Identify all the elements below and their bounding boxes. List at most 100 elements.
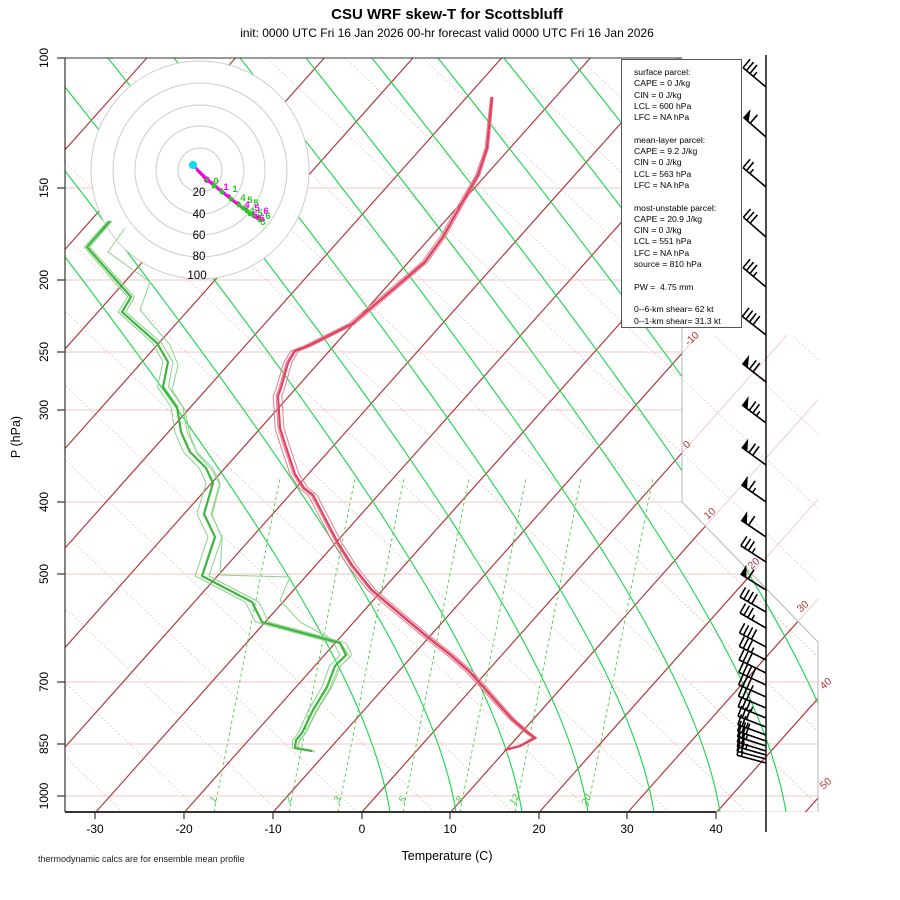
dry-adiabat-line bbox=[266, 58, 818, 812]
hodograph-ring-label: 100 bbox=[187, 270, 206, 282]
hodograph-height-label: 0 bbox=[213, 176, 218, 187]
moist-adiabat-line bbox=[371, 58, 818, 812]
wind-barb-staff bbox=[737, 735, 767, 747]
wind-barb-feather bbox=[745, 310, 754, 320]
wind-barb bbox=[738, 636, 767, 661]
isotherm-pale-line bbox=[682, 335, 788, 454]
temperature-tick-label: -30 bbox=[86, 822, 104, 836]
wind-barb-feather bbox=[748, 443, 757, 454]
hodograph-height-dot bbox=[257, 217, 263, 223]
temperature-member-line bbox=[272, 96, 534, 751]
wind-barb-feather bbox=[745, 723, 751, 735]
info-box-line: LCL = 600 hPa bbox=[634, 100, 692, 111]
hodograph-height-label: 6 bbox=[265, 211, 270, 222]
wind-barb-feather bbox=[743, 538, 752, 549]
wind-barb-feather bbox=[738, 662, 745, 673]
info-box-line: 0--6-km shear= 62 kt bbox=[634, 304, 714, 315]
wind-barb-pennant bbox=[742, 396, 749, 410]
info-box-line: CAPE = 20.9 J/kg bbox=[634, 213, 703, 224]
info-box-line: CAPE = 9.2 J/kg bbox=[634, 146, 698, 157]
temperature-tick-label: -10 bbox=[264, 822, 282, 836]
wind-barb-feather bbox=[747, 569, 755, 580]
wind-barb-half-feather bbox=[752, 71, 758, 77]
wind-barb-feather bbox=[742, 258, 751, 269]
temperature-tick-label: 0 bbox=[359, 822, 366, 836]
wind-barb-feather bbox=[752, 445, 760, 456]
hodograph-height-label: 4 bbox=[249, 206, 255, 217]
wind-barb-half-feather bbox=[745, 734, 749, 740]
wind-barb-half-feather bbox=[752, 271, 758, 277]
hodograph-height-dot bbox=[219, 189, 225, 195]
wind-barb bbox=[736, 720, 767, 742]
temperature-member-line bbox=[281, 96, 538, 751]
wind-barb-half-feather bbox=[750, 684, 754, 691]
mixing-ratio-label: 1 bbox=[208, 795, 220, 805]
hodograph-height-label: 6 bbox=[263, 206, 268, 217]
pressure-tick-label: 200 bbox=[37, 270, 51, 290]
wind-barb-feather bbox=[736, 735, 741, 747]
wind-barb bbox=[742, 158, 767, 188]
pressure-tick-label: 1000 bbox=[37, 782, 51, 809]
wind-barb-half-feather bbox=[751, 614, 756, 621]
wind-barb bbox=[741, 354, 767, 383]
wind-barb-staff bbox=[742, 116, 767, 138]
temperature-tick-label: -20 bbox=[175, 822, 193, 836]
pressure-tick-label: 500 bbox=[37, 564, 51, 584]
wind-barb-feather bbox=[747, 607, 755, 618]
wind-barb-feather bbox=[741, 697, 748, 709]
wind-barb-feather bbox=[742, 638, 749, 649]
wind-barb-feather bbox=[736, 726, 742, 737]
wind-barb bbox=[741, 307, 767, 336]
moist-adiabat-line bbox=[65, 58, 391, 812]
wind-barb-pennant bbox=[742, 354, 750, 368]
temperature-tick-label: 10 bbox=[443, 822, 457, 836]
wind-barb-feather bbox=[752, 403, 761, 414]
wind-barb-feather bbox=[736, 720, 742, 732]
wind-barb-feather bbox=[748, 312, 757, 323]
hodograph-ring-label: 40 bbox=[193, 209, 206, 221]
wind-barb-staff bbox=[741, 446, 767, 466]
wind-barb-staff bbox=[737, 706, 767, 719]
temperature-tick-label: 20 bbox=[532, 822, 546, 836]
hodograph-height-label: 5 bbox=[252, 210, 258, 221]
info-box-line bbox=[634, 123, 737, 134]
wind-barb-feather bbox=[740, 727, 746, 739]
info-box-line: LFC = NA hPa bbox=[634, 247, 690, 258]
wind-barb bbox=[740, 564, 767, 591]
wind-barb-feather bbox=[745, 689, 752, 701]
isotherm-pale-line bbox=[682, 399, 818, 554]
mixing-ratio-line bbox=[514, 477, 582, 812]
wind-barb-feather bbox=[737, 685, 744, 697]
wind-barb-staff bbox=[738, 671, 767, 686]
wind-barb-feather bbox=[746, 665, 753, 677]
wind-barb-half-feather bbox=[755, 410, 761, 417]
dewpoint-profile-line bbox=[85, 220, 348, 753]
wind-barb-feather bbox=[740, 535, 748, 547]
wind-barb-feather bbox=[749, 264, 758, 275]
moist-adiabat-line bbox=[173, 58, 655, 812]
mixing-ratio-label: 20 bbox=[579, 792, 594, 808]
wind-barb-feather bbox=[740, 737, 746, 749]
isotherm-line bbox=[65, 58, 680, 812]
mixing-ratio-label: 3 bbox=[332, 794, 345, 804]
hodograph-ring-label: 60 bbox=[193, 230, 206, 242]
info-box-line: LFC = NA hPa bbox=[634, 112, 690, 123]
wind-barb-staff bbox=[740, 573, 767, 591]
wind-barb bbox=[740, 535, 767, 563]
hodograph-height-label: 5 bbox=[247, 195, 253, 206]
hodograph-ring bbox=[155, 125, 245, 215]
wind-barb-staff bbox=[738, 645, 767, 661]
wind-barb-feather bbox=[749, 64, 758, 75]
info-box-line: CIN = 0 J/kg bbox=[634, 225, 682, 236]
wind-barb-feather bbox=[739, 587, 747, 598]
hodograph-height-label: 5 bbox=[254, 203, 260, 214]
wind-barb-half-feather bbox=[745, 722, 749, 729]
wind-barb-feather bbox=[741, 707, 747, 719]
info-box-line: most-unstable parcel: bbox=[634, 202, 717, 213]
wind-barb-staff bbox=[740, 484, 767, 503]
wind-barb-feather bbox=[741, 722, 747, 733]
wind-barb bbox=[742, 208, 767, 238]
info-box-line: mean-layer parcel: bbox=[634, 134, 706, 145]
wind-barb-feather bbox=[751, 593, 758, 605]
